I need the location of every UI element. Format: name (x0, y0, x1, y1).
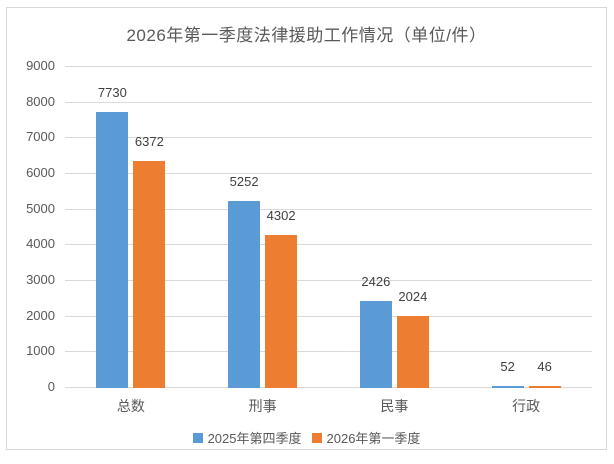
bar-cell: 2024 (396, 288, 429, 388)
y-tick-label: 7000 (26, 129, 55, 145)
bar (491, 386, 524, 388)
y-tick-label: 2000 (26, 307, 55, 323)
bar (528, 386, 561, 388)
bar-value-label: 52 (500, 359, 515, 374)
y-tick-label: 8000 (26, 93, 55, 109)
bar-value-label: 2426 (361, 274, 391, 290)
gridline (65, 66, 592, 67)
y-tick-label: 5000 (26, 200, 55, 216)
legend-item: 2025年第四季度 (192, 428, 302, 447)
chart-title: 2026年第一季度法律援助工作情况（单位/件） (126, 26, 487, 45)
bar-groups: 7730 6372 5252 4302 2426 2024 52 46 (65, 67, 592, 388)
bar-value-label: 7730 (97, 85, 127, 101)
category-label: 刑事 (248, 398, 277, 414)
y-tick-label: 1000 (26, 343, 55, 359)
bar-cell: 6372 (133, 133, 166, 388)
y-tick-label: 0 (47, 379, 55, 394)
bar-cell: 7730 (96, 85, 129, 388)
y-tick-label: 3000 (26, 272, 55, 287)
bar (133, 160, 166, 388)
y-tick-label: 6000 (26, 165, 55, 180)
bar-cell: 4302 (265, 207, 298, 388)
category-axis: 总数 刑事 民事 行政 (65, 396, 592, 416)
bar-cell: 52 (491, 359, 524, 388)
gridline (65, 208, 592, 210)
bar-group: 7730 6372 (65, 67, 197, 388)
bar-group: 52 46 (460, 67, 592, 388)
bar-value-label: 5252 (229, 173, 259, 189)
category-label: 总数 (116, 398, 145, 414)
gridline (65, 244, 592, 246)
bar-value-label: 4302 (266, 207, 296, 223)
y-axis: 0 1000 2000 3000 4000 5000 6000 7000 8000 9000 (7, 8, 606, 449)
bar (359, 301, 392, 388)
gridline (65, 315, 592, 317)
legend-label: 2026年第一季度 (326, 431, 421, 446)
gridline (65, 101, 592, 103)
category-label: 行政 (512, 398, 541, 414)
legend-item: 2026年第一季度 (311, 428, 421, 447)
bar (228, 200, 261, 388)
legend-swatch-icon (192, 432, 203, 443)
gridline (65, 387, 592, 388)
y-tick-label: 4000 (26, 236, 55, 252)
plot-area: 7730 6372 5252 4302 2426 2024 52 46 (65, 66, 592, 388)
legend-swatch-icon (311, 432, 322, 443)
gridline (65, 351, 592, 353)
legend: 2025年第四季度 2026年第一季度 (7, 428, 606, 447)
bar-value-label: 46 (537, 359, 552, 374)
bar-value-label: 2024 (398, 288, 428, 304)
category-label: 民事 (380, 398, 409, 414)
gridline (65, 137, 592, 139)
bar (265, 234, 298, 388)
legend-label: 2025年第四季度 (207, 431, 302, 446)
bar-value-label: 6372 (134, 133, 164, 149)
bar-group: 5252 4302 (197, 67, 329, 388)
chart-frame: 2026年第一季度法律援助工作情况（单位/件） 0 1000 2000 3000 400… (6, 7, 607, 450)
bar-cell: 46 (528, 359, 561, 388)
bar (396, 315, 429, 388)
bar-cell: 5252 (228, 173, 261, 388)
gridline (65, 173, 592, 174)
bar-cell: 2426 (359, 274, 392, 388)
gridline (65, 280, 592, 281)
bar-group: 2426 2024 (329, 67, 461, 388)
y-tick-label: 9000 (26, 58, 55, 73)
bar (96, 112, 129, 388)
